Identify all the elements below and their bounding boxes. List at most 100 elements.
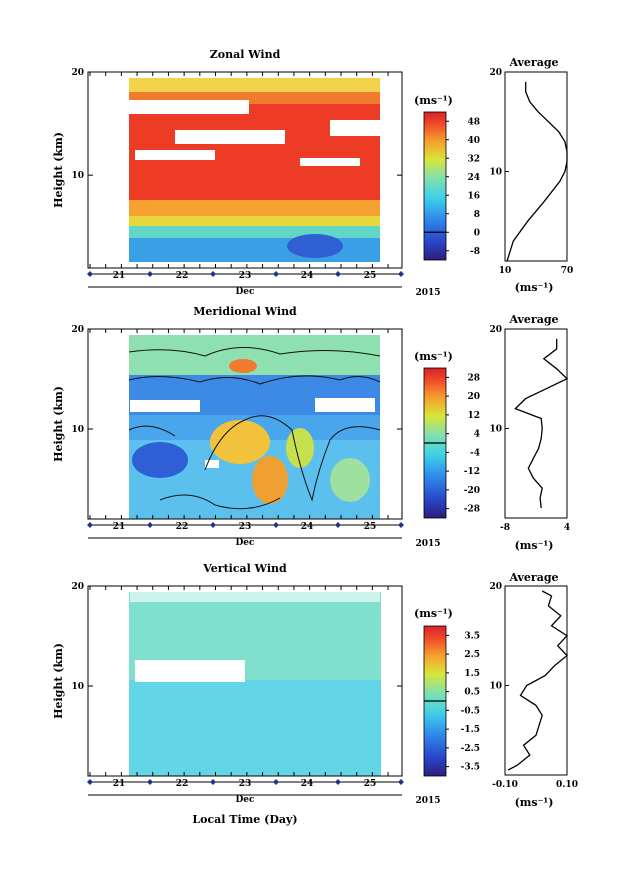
colorbar-gradient [423, 111, 447, 261]
day-tick-label: 21 [113, 522, 126, 532]
avg-title: Average [508, 56, 558, 69]
day-tick-label: 24 [301, 522, 314, 532]
heat-positive-blob [286, 428, 314, 468]
heat-band-shear-2 [129, 216, 380, 228]
missing-region [175, 130, 285, 144]
day-tick-label: 23 [239, 271, 252, 281]
day-tick-label: 22 [176, 271, 189, 281]
colorbar-label: 40 [467, 136, 480, 146]
average-profile-line [506, 81, 568, 262]
avg-x-tick-label: 4 [564, 523, 570, 533]
colorbar-label: -20 [464, 486, 480, 496]
avg-frame [504, 328, 568, 519]
avg-x-tick-label: 10 [499, 266, 512, 276]
meridional-zero-contour [128, 425, 176, 437]
meridional-zero-contour [128, 346, 381, 357]
heatmap-vertical [129, 592, 381, 776]
missing-region [205, 460, 219, 468]
day-marker [87, 522, 93, 528]
colorbar-label: 0.5 [464, 688, 480, 698]
colorbar-label: 24 [467, 173, 480, 183]
panel-vertical: Vertical Wind (ms⁻¹) Average (ms⁻¹) [87, 562, 568, 809]
year-label: 2015 [415, 539, 440, 549]
day-tick-label: 24 [301, 271, 314, 281]
day-marker [87, 779, 93, 785]
plot-frame [87, 585, 403, 777]
avg-unit: (ms⁻¹) [515, 281, 554, 294]
y-tick-label: 20 [71, 68, 84, 78]
panel-meridional: Meridional Wind (ms⁻¹) Average (ms⁻¹) [87, 305, 568, 552]
y-tick-label: 10 [71, 682, 84, 692]
heat-band-shear-1 [129, 200, 380, 220]
average-vertical: Average (ms⁻¹) [504, 571, 568, 809]
day-marker [398, 779, 404, 785]
avg-y-tick-label: 20 [489, 68, 502, 78]
avg-unit: (ms⁻¹) [515, 796, 554, 809]
meridional-zero-contour [204, 415, 381, 502]
colorbar-label: 4 [474, 430, 480, 440]
colorbar-label: -28 [464, 505, 480, 515]
colorbar-label: -0.5 [461, 706, 480, 716]
heatmap-zonal [129, 78, 380, 262]
avg-x-tick-label: 70 [561, 266, 574, 276]
colorbar-label: -3.5 [461, 763, 480, 773]
day-tick-label: 23 [239, 522, 252, 532]
month-label: Dec [235, 795, 255, 805]
colorbar-label: -8 [470, 247, 480, 257]
colorbar-label: 3.5 [464, 631, 480, 641]
avg-unit: (ms⁻¹) [515, 539, 554, 552]
heat-positive-blob [229, 359, 257, 373]
plot-frame [87, 71, 403, 269]
missing-region [315, 398, 375, 412]
year-label: 2015 [415, 288, 440, 298]
y-axis-label: Height (km) [52, 386, 65, 462]
colorbar-label: 12 [467, 411, 480, 421]
day-marker [210, 522, 216, 528]
heat-positive-blob [330, 458, 370, 502]
average-zonal: Average (ms⁻¹) [504, 56, 568, 294]
day-tick-label: 23 [239, 779, 252, 789]
day-marker [335, 271, 341, 277]
heat-band-low [129, 226, 380, 238]
heat-low-blob [287, 234, 343, 258]
colorbar-unit: (ms⁻¹) [414, 350, 453, 363]
heat-band-low [129, 680, 381, 776]
day-tick-label: 21 [113, 271, 126, 281]
colorbar-label: 2.5 [464, 650, 480, 660]
colorbar-label: 16 [467, 191, 480, 201]
colorbar-label: 8 [474, 210, 480, 220]
meridional-zero-contour [128, 375, 381, 385]
day-tick-label: 25 [364, 271, 377, 281]
avg-x-tick-label: -8 [500, 523, 510, 533]
heatmap-meridional [129, 335, 380, 519]
day-tick-label: 21 [113, 779, 126, 789]
day-tick-label: 22 [176, 779, 189, 789]
colorbar-label: -4 [470, 448, 480, 458]
avg-x-tick-label: 0.10 [556, 780, 578, 790]
avg-x-tick-label: -0.10 [492, 780, 518, 790]
avg-y-tick-label: 20 [489, 325, 502, 335]
y-tick-label: 10 [71, 425, 84, 435]
day-tick-label: 25 [364, 779, 377, 789]
day-marker [210, 779, 216, 785]
heat-negative-blob [132, 442, 188, 478]
average-profile-line [514, 338, 569, 509]
y-tick-label: 10 [71, 171, 84, 181]
colorbar-label: -2.5 [461, 744, 480, 754]
colorbar-unit: (ms⁻¹) [414, 607, 453, 620]
avg-frame [504, 585, 568, 776]
y-axis-label: Height (km) [52, 132, 65, 208]
missing-region [330, 120, 380, 136]
year-label: 2015 [415, 796, 440, 806]
colorbar-label: 48 [467, 117, 480, 127]
colorbar-label: 28 [467, 373, 480, 383]
panel-title: Vertical Wind [202, 562, 287, 575]
avg-frame [504, 71, 568, 262]
colorbar-label: -12 [464, 467, 480, 477]
day-marker [335, 522, 341, 528]
panel-title: Meridional Wind [193, 305, 297, 318]
day-tick-label: 22 [176, 522, 189, 532]
heat-band-top [129, 78, 380, 94]
heat-band-surface [129, 238, 380, 262]
